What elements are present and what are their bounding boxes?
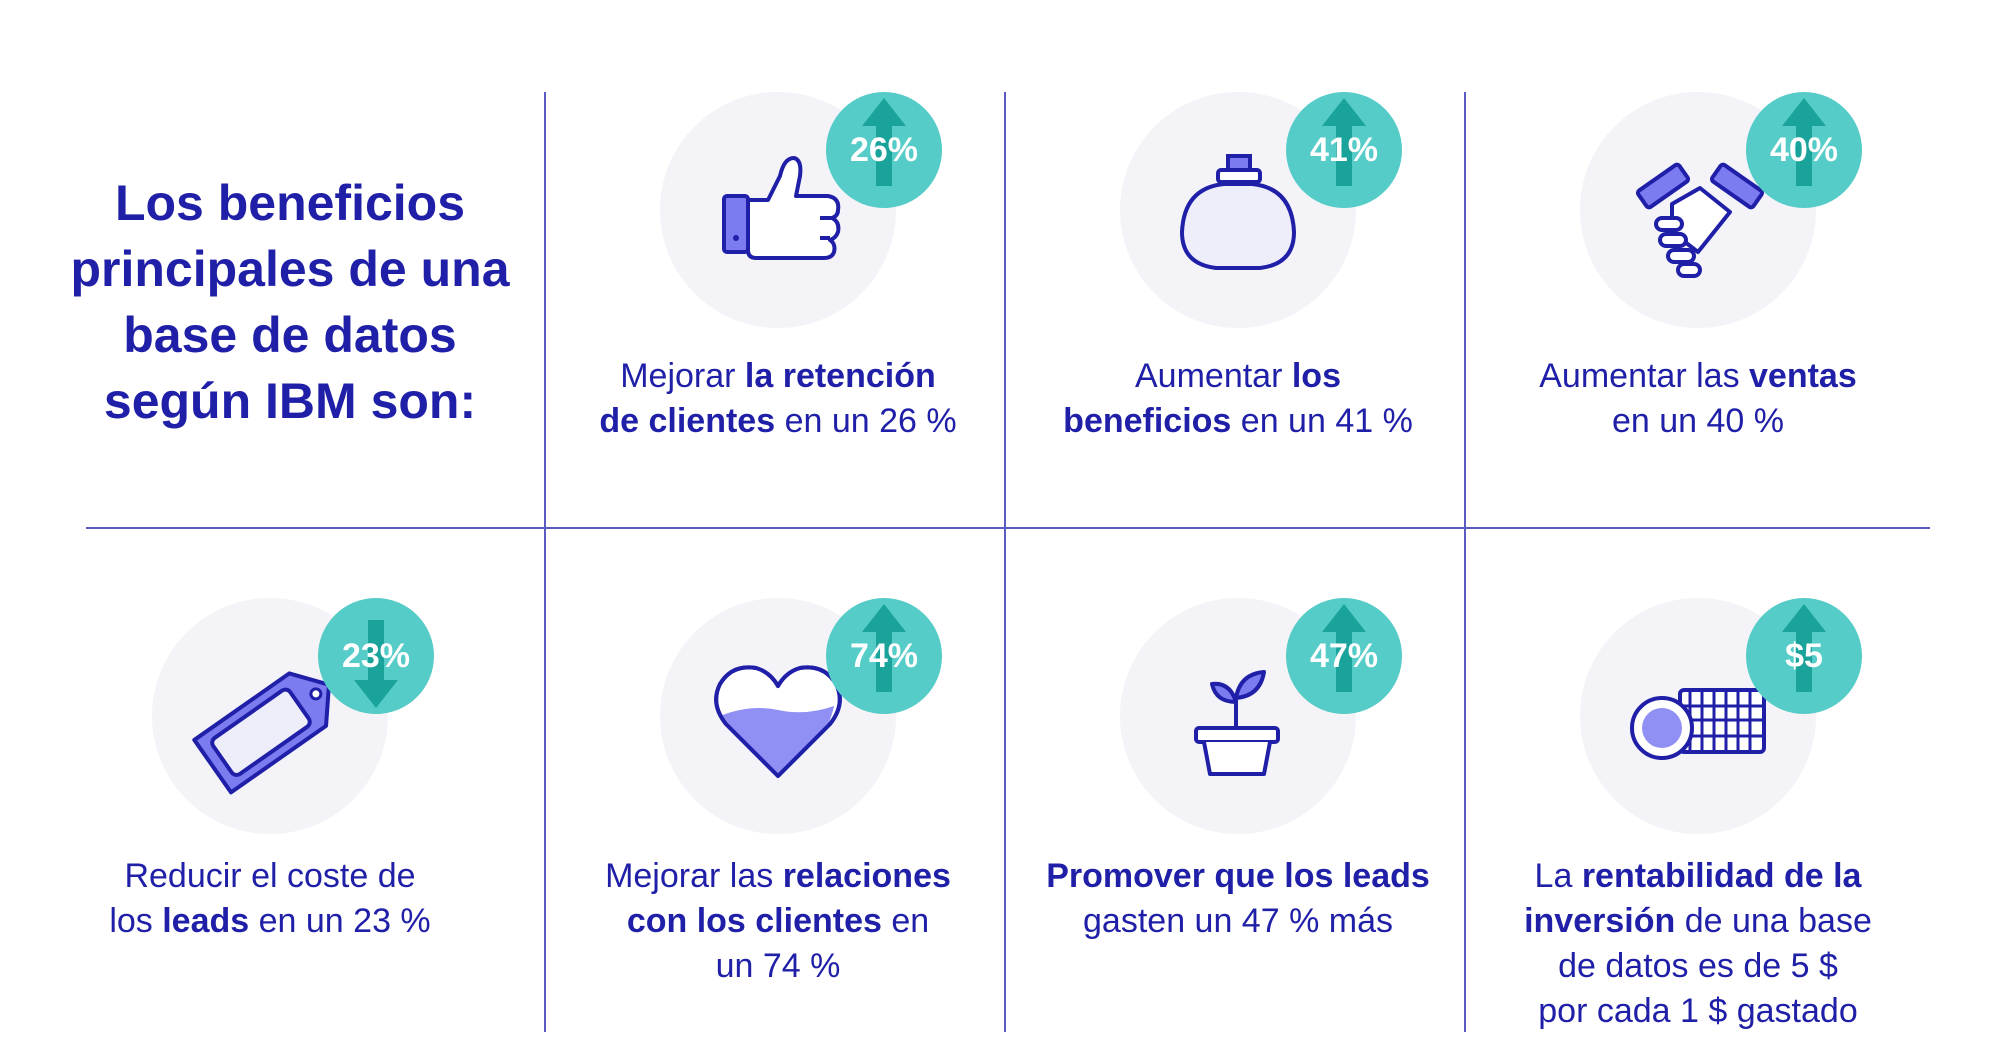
plant-pot-icon [1120,598,1356,834]
caption-text: los [109,902,163,940]
title-line: según IBM son: [103,373,477,429]
caption-text: Mejorar [620,357,745,395]
benefit-card: 40% Aumentar las ventas en un 40 % [1468,0,1928,1051]
caption-line: de clientes en un 26 % [548,399,1008,444]
caption-bold-text: inversión [1524,902,1676,940]
caption-text: Aumentar las [1539,357,1750,395]
caption-line: Mejorar la retención [548,354,1008,399]
price-tag-icon [152,598,388,834]
caption-text: Reducir el coste de [124,857,416,895]
benefit-card: 26% Mejorar la retención de clientes en un… [548,0,1008,1051]
caption-text: en un 41 % [1231,402,1413,440]
caption-line: Mejorar las relaciones [548,854,1008,899]
percentage-badge: 41% [1286,92,1402,208]
divider-vertical [544,92,546,1032]
caption-text: Aumentar [1135,357,1292,395]
badge-value: 47% [1309,637,1379,675]
badge-value: 40% [1769,131,1839,169]
caption-line: beneficios en un 41 % [1008,399,1468,444]
caption-line: inversión de una base [1468,899,1928,944]
caption-text: en un 23 % [249,902,431,940]
caption-line: de datos es de 5 $ [1468,944,1928,989]
caption-line: Aumentar las ventas [1468,354,1928,399]
caption-text: gasten un 47 % más [1083,902,1393,940]
money-bag-icon [1120,92,1356,328]
caption-line: Aumentar los [1008,354,1468,399]
benefit-caption: Mejorar las relaciones con los clientes e… [548,854,1008,989]
handshake-icon [1580,92,1816,328]
divider-vertical [1464,92,1466,1032]
caption-text: en [881,902,930,940]
caption-bold-text: la retención [744,357,936,395]
caption-bold-text: beneficios [1063,402,1232,440]
coins-icon [1580,598,1816,834]
caption-bold-text: ventas [1749,357,1857,395]
caption-text: en un 26 % [775,402,957,440]
benefit-caption: Mejorar la retención de clientes en un 26… [548,354,1008,444]
caption-line: un 74 % [548,944,1008,989]
percentage-badge: 26% [826,92,942,208]
percentage-badge: 40% [1746,92,1862,208]
caption-bold-text: Promover que los leads [1046,857,1430,895]
caption-text: un 74 % [715,947,841,985]
benefit-card: 41% Aumentar los beneficios en un 41 % [1008,0,1468,1051]
caption-text: La [1534,857,1582,895]
caption-line: gasten un 47 % más [1008,899,1468,944]
benefit-card: 47% Promover que los leads gasten un 47 % … [1008,0,1468,1051]
divider-vertical [1004,92,1006,1032]
benefit-caption: Aumentar los beneficios en un 41 % [1008,354,1468,444]
caption-line: La rentabilidad de la [1468,854,1928,899]
percentage-badge: 47% [1286,598,1402,714]
benefit-caption: Aumentar las ventas en un 40 % [1468,354,1928,444]
title-line: Los beneficios [114,175,466,231]
badge-value: $5 [1785,637,1823,675]
caption-line: por cada 1 $ gastado [1468,989,1928,1034]
caption-bold-text: rentabilidad de la [1581,857,1862,895]
caption-bold-text: con los clientes [626,902,882,940]
caption-text: de datos es de 5 $ [1558,947,1838,985]
badge-value: 41% [1309,131,1379,169]
caption-line: con los clientes en [548,899,1008,944]
percentage-badge: 74% [826,598,942,714]
benefit-card: $5 La rentabilidad de la inversión de una … [1468,0,1928,1051]
badge-value: 74% [849,637,919,675]
benefit-card: 74% Mejorar las relaciones con los cliente… [548,0,1008,1051]
caption-bold-text: leads [162,902,250,940]
caption-bold-text: los [1291,357,1341,395]
percentage-badge: $5 [1746,598,1862,714]
caption-line: Reducir el coste de [40,854,500,899]
divider-horizontal [86,527,1930,529]
caption-text: de una base [1675,902,1872,940]
caption-line: Promover que los leads [1008,854,1468,899]
benefit-caption: Reducir el coste de los leads en un 23 % [40,854,500,944]
caption-line: en un 40 % [1468,399,1928,444]
caption-text: en un 40 % [1611,402,1785,440]
badge-value: 26% [849,131,919,169]
title-line: principales de una [70,241,510,297]
thumbs-up-icon [660,92,896,328]
badge-value: 23% [341,637,411,675]
caption-bold-text: de clientes [599,402,776,440]
benefit-caption: Promover que los leads gasten un 47 % más [1008,854,1468,944]
title-line: base de datos [123,307,457,363]
caption-line: los leads en un 23 % [40,899,500,944]
benefit-card: 23% Reducir el coste de los leads en un 23… [40,0,500,1051]
caption-text: por cada 1 $ gastado [1538,992,1858,1030]
page-title: Los beneficios principales de una base d… [40,170,540,434]
caption-text: Mejorar las [605,857,783,895]
percentage-badge: 23% [318,598,434,714]
caption-bold-text: relaciones [782,857,951,895]
benefit-caption: La rentabilidad de la inversión de una ba… [1468,854,1928,1034]
